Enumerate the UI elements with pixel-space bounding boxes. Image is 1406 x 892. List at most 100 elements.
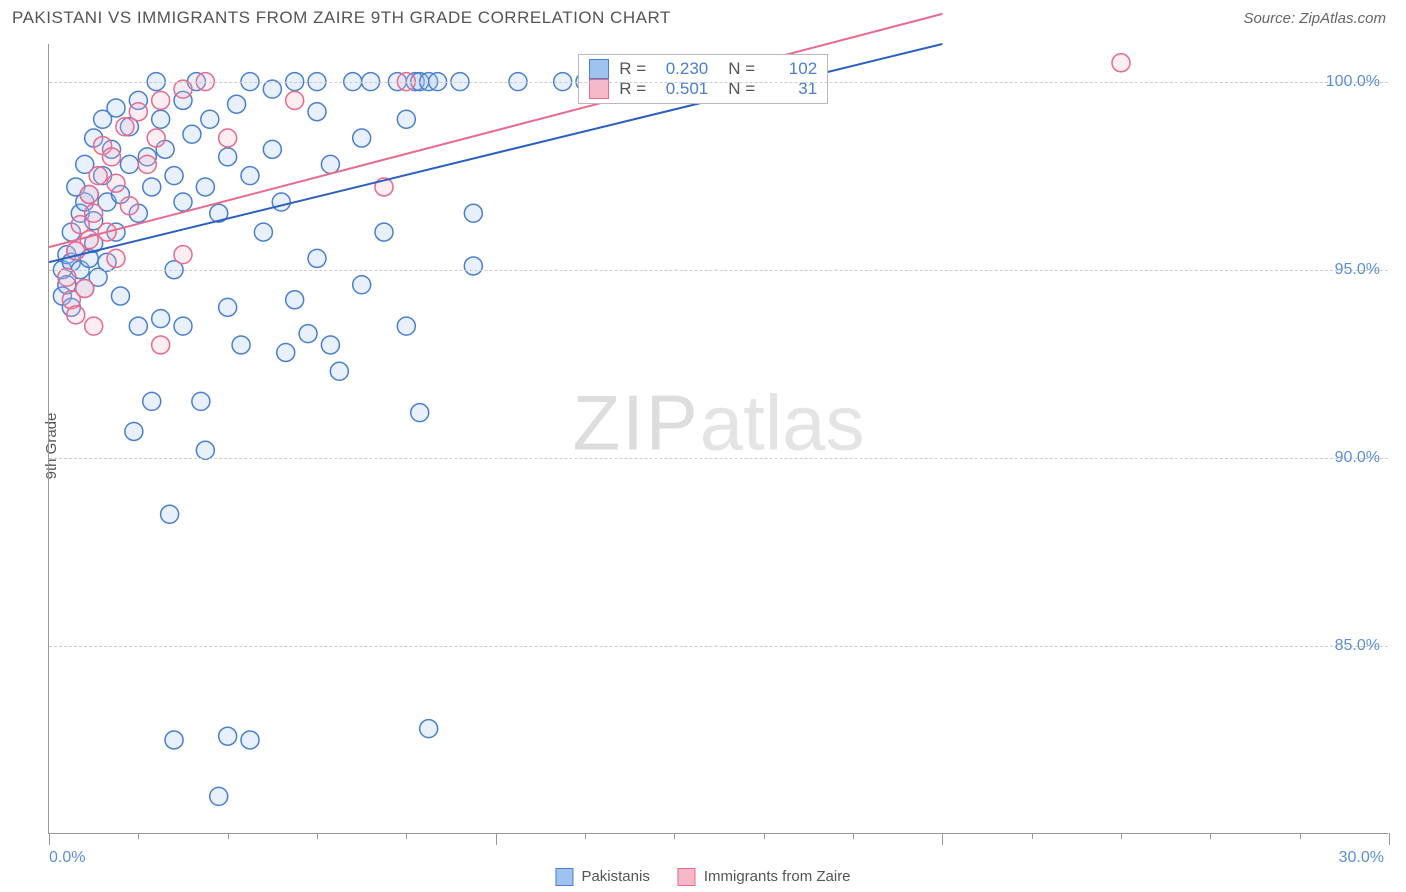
scatter-point bbox=[174, 80, 192, 98]
scatter-point bbox=[308, 103, 326, 121]
scatter-point bbox=[196, 441, 214, 459]
x-tick-label: 0.0% bbox=[49, 849, 85, 867]
chart-title: PAKISTANI VS IMMIGRANTS FROM ZAIRE 9TH G… bbox=[12, 8, 671, 28]
scatter-point bbox=[286, 91, 304, 109]
scatter-point bbox=[183, 125, 201, 143]
scatter-point bbox=[232, 336, 250, 354]
scatter-point bbox=[272, 193, 290, 211]
scatter-point bbox=[219, 129, 237, 147]
scatter-point bbox=[116, 118, 134, 136]
scatter-point bbox=[165, 167, 183, 185]
legend-swatch bbox=[555, 868, 573, 886]
scatter-point bbox=[129, 103, 147, 121]
scatter-point bbox=[80, 231, 98, 249]
stat-n-value: 102 bbox=[765, 59, 817, 79]
scatter-point bbox=[120, 155, 138, 173]
scatter-point bbox=[165, 731, 183, 749]
scatter-point bbox=[228, 95, 246, 113]
scatter-point bbox=[219, 148, 237, 166]
legend-label: Immigrants from Zaire bbox=[704, 868, 851, 885]
scatter-point bbox=[107, 174, 125, 192]
scatter-point bbox=[263, 80, 281, 98]
scatter-point bbox=[143, 178, 161, 196]
gridline-h bbox=[49, 646, 1388, 647]
scatter-point bbox=[125, 422, 143, 440]
scatter-point bbox=[120, 197, 138, 215]
x-tick bbox=[674, 833, 675, 839]
scatter-point bbox=[174, 246, 192, 264]
scatter-point bbox=[174, 193, 192, 211]
scatter-point bbox=[152, 110, 170, 128]
x-tick bbox=[1210, 833, 1211, 839]
scatter-point bbox=[219, 727, 237, 745]
scatter-point bbox=[263, 140, 281, 158]
scatter-point bbox=[299, 325, 317, 343]
x-tick bbox=[764, 833, 765, 839]
y-tick-label: 95.0% bbox=[1335, 261, 1380, 279]
legend-item: Immigrants from Zaire bbox=[678, 868, 851, 886]
scatter-point bbox=[464, 204, 482, 222]
scatter-point bbox=[174, 317, 192, 335]
scatter-point bbox=[1112, 54, 1130, 72]
scatter-point bbox=[375, 223, 393, 241]
scatter-point bbox=[143, 392, 161, 410]
scatter-point bbox=[420, 720, 438, 738]
scatter-point bbox=[58, 268, 76, 286]
x-tick bbox=[138, 833, 139, 839]
scatter-svg bbox=[49, 44, 1388, 833]
legend-swatch bbox=[589, 59, 609, 79]
gridline-h bbox=[49, 270, 1388, 271]
scatter-point bbox=[411, 404, 429, 422]
stat-n-label: N = bbox=[728, 59, 755, 79]
stat-r-value: 0.230 bbox=[656, 59, 708, 79]
y-tick-label: 85.0% bbox=[1335, 637, 1380, 655]
scatter-point bbox=[89, 167, 107, 185]
scatter-point bbox=[210, 787, 228, 805]
chart-source: Source: ZipAtlas.com bbox=[1243, 10, 1386, 27]
scatter-point bbox=[241, 731, 259, 749]
scatter-point bbox=[330, 362, 348, 380]
legend-swatch bbox=[678, 868, 696, 886]
x-tick bbox=[1389, 833, 1390, 845]
x-tick bbox=[1300, 833, 1301, 839]
stats-legend-box: R =0.230N =102R =0.501N =31 bbox=[578, 54, 828, 104]
x-tick bbox=[1032, 833, 1033, 839]
scatter-point bbox=[152, 91, 170, 109]
legend-bottom: Pakistanis Immigrants from Zaire bbox=[555, 868, 850, 886]
x-tick bbox=[1121, 833, 1122, 839]
scatter-point bbox=[219, 298, 237, 316]
scatter-point bbox=[196, 178, 214, 196]
x-tick bbox=[228, 833, 229, 839]
scatter-point bbox=[397, 317, 415, 335]
scatter-point bbox=[397, 110, 415, 128]
x-tick bbox=[317, 833, 318, 839]
chart-plot-area: ZIPatlas R =0.230N =102R =0.501N =31 85.… bbox=[48, 44, 1388, 834]
scatter-point bbox=[67, 306, 85, 324]
y-tick-label: 100.0% bbox=[1326, 73, 1380, 91]
scatter-point bbox=[353, 129, 371, 147]
scatter-point bbox=[111, 287, 129, 305]
x-tick bbox=[585, 833, 586, 839]
x-tick bbox=[49, 833, 50, 845]
x-tick bbox=[853, 833, 854, 839]
stats-row: R = 0.230 N = 102 bbox=[589, 59, 817, 79]
x-tick-label: 30.0% bbox=[1339, 849, 1384, 867]
gridline-h bbox=[49, 82, 1388, 83]
scatter-point bbox=[147, 129, 165, 147]
scatter-point bbox=[464, 257, 482, 275]
scatter-point bbox=[107, 99, 125, 117]
scatter-point bbox=[129, 317, 147, 335]
x-tick bbox=[496, 833, 497, 845]
scatter-point bbox=[85, 204, 103, 222]
scatter-point bbox=[321, 336, 339, 354]
scatter-point bbox=[254, 223, 272, 241]
scatter-point bbox=[201, 110, 219, 128]
scatter-point bbox=[286, 291, 304, 309]
stat-r-label: R = bbox=[619, 59, 646, 79]
scatter-point bbox=[103, 148, 121, 166]
y-tick-label: 90.0% bbox=[1335, 449, 1380, 467]
scatter-point bbox=[277, 343, 295, 361]
scatter-point bbox=[353, 276, 371, 294]
scatter-point bbox=[76, 280, 94, 298]
legend-item: Pakistanis bbox=[555, 868, 649, 886]
